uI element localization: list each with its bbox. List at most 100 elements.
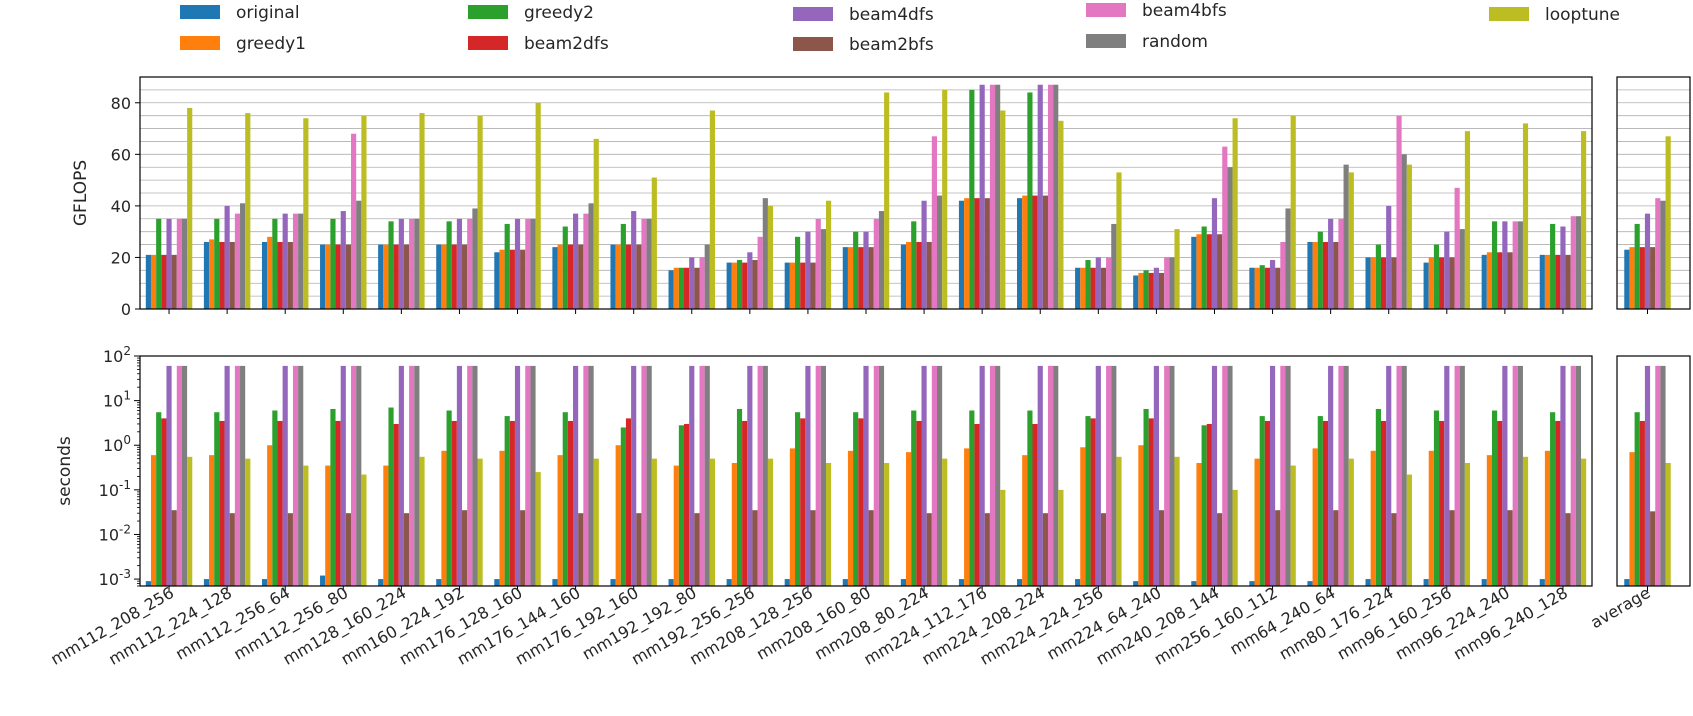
bar-gflops-beam2dfs-mm256-160-112 <box>1264 267 1270 309</box>
bar-gflops-beam2dfs-mm224-64-240 <box>1148 272 1154 309</box>
bar-seconds-beam2dfs-mm208-128-256 <box>800 418 806 586</box>
bar-gflops-random-mm240-208-144 <box>1227 167 1233 309</box>
bar-seconds-random-mm112-224-128 <box>240 365 246 586</box>
bar-gflops-beam2bfs-mm224-64-240 <box>1158 272 1165 309</box>
bar-seconds-beam2bfs-mm64-240-64 <box>1333 510 1339 586</box>
bar-seconds-beam2dfs-mm192-192-80 <box>684 423 690 586</box>
bar-seconds-greedy1-mm128-160-224 <box>383 465 389 586</box>
bar-gflops-looptune-mm112-256-64 <box>303 118 309 309</box>
bar-seconds-original-average <box>1624 579 1630 586</box>
legend-item-beam4dfs: beam4dfs <box>793 5 934 25</box>
bar-seconds-original-mm176-128-160 <box>494 579 500 586</box>
bar-gflops-random-mm112-256-80 <box>356 200 362 309</box>
bar-seconds-greedy2-mm112-208-256 <box>156 412 162 586</box>
bar-seconds-beam4dfs-mm176-192-160 <box>631 365 637 586</box>
bar-seconds-beam2dfs-mm224-112-176 <box>974 423 980 586</box>
bar-gflops-original-mm176-192-160 <box>610 244 616 309</box>
bar-seconds-greedy1-mm224-112-176 <box>964 448 970 586</box>
bar-seconds-random-mm176-144-160 <box>588 365 594 586</box>
bar-gflops-greedy1-mm224-112-176 <box>964 198 970 309</box>
y-tick-label: 101 <box>103 389 131 411</box>
bar-gflops-beam2bfs-mm112-208-256 <box>171 254 177 309</box>
y-axis-label-seconds: seconds <box>55 436 75 506</box>
bar-seconds-beam4bfs-mm208-160-80 <box>873 365 879 586</box>
bar-gflops-original-mm192-256-256 <box>726 262 732 309</box>
bar-seconds-beam4dfs-mm112-208-256 <box>166 365 172 586</box>
bar-seconds-looptune-mm256-160-112 <box>1290 465 1296 586</box>
bar-seconds-beam2bfs-mm208-80-224 <box>926 513 932 586</box>
bar-seconds-greedy2-mm160-224-192 <box>446 410 452 586</box>
bar-gflops-beam4bfs-mm112-208-256 <box>176 218 182 309</box>
bar-seconds-beam4bfs-mm96-224-240 <box>1512 365 1518 586</box>
bar-seconds-looptune-mm240-208-144 <box>1232 489 1238 586</box>
bar-gflops-greedy1-mm192-192-80 <box>673 267 679 309</box>
bar-seconds-beam2dfs-mm112-256-64 <box>277 420 283 586</box>
bar-seconds-beam2dfs-mm112-256-80 <box>335 420 341 586</box>
bar-seconds-beam2bfs-mm112-224-128 <box>229 513 235 586</box>
bar-seconds-beam2bfs-mm176-144-160 <box>578 513 584 586</box>
legend-swatch-beam2bfs <box>793 37 833 51</box>
bar-seconds-greedy1-mm96-224-240 <box>1486 455 1492 586</box>
bar-seconds-original-mm224-208-224 <box>1017 579 1023 586</box>
bar-gflops-beam4bfs-average <box>1655 198 1661 309</box>
bar-seconds-looptune-mm96-224-240 <box>1522 456 1529 586</box>
bar-gflops-beam2bfs-mm112-224-128 <box>229 241 235 309</box>
bar-gflops-greedy2-average <box>1634 223 1640 309</box>
bar-seconds-greedy2-mm208-80-224 <box>911 410 917 586</box>
bar-gflops-beam2dfs-mm208-80-224 <box>916 241 922 309</box>
bar-seconds-original-mm128-160-224 <box>378 579 384 586</box>
bar-seconds-greedy1-mm224-208-224 <box>1022 455 1028 586</box>
bar-gflops-beam4bfs-mm208-80-224 <box>931 136 937 309</box>
bar-seconds-looptune-average <box>1665 462 1671 586</box>
bar-seconds-beam2bfs-mm240-208-144 <box>1217 513 1223 586</box>
bar-gflops-greedy2-mm176-128-160 <box>504 223 510 309</box>
bar-gflops-beam4dfs-mm240-208-144 <box>1211 198 1218 309</box>
bar-gflops-greedy2-mm208-128-256 <box>795 236 801 309</box>
bar-seconds-looptune-mm80-176-224 <box>1406 474 1412 586</box>
bar-gflops-greedy1-mm96-240-128 <box>1544 254 1551 309</box>
bar-seconds-beam4bfs-mm224-64-240 <box>1164 365 1170 586</box>
y-tick-label: 10-3 <box>99 567 131 589</box>
bar-seconds-random-mm256-160-112 <box>1285 365 1291 586</box>
bar-seconds-beam2dfs-mm256-160-112 <box>1264 420 1270 586</box>
bar-seconds-beam2bfs-average <box>1650 511 1656 586</box>
bar-seconds-looptune-mm192-256-256 <box>767 458 774 586</box>
bar-seconds-greedy2-mm192-192-80 <box>678 425 685 586</box>
bar-seconds-beam4dfs-average <box>1644 365 1651 586</box>
bar-seconds-random-mm176-192-160 <box>646 365 652 586</box>
bar-gflops-greedy1-mm176-128-160 <box>499 249 505 309</box>
bar-gflops-beam2dfs-mm176-144-160 <box>567 244 574 309</box>
bar-gflops-original-mm128-160-224 <box>378 244 384 309</box>
bar-gflops-beam2bfs-mm192-256-256 <box>752 260 758 309</box>
bar-gflops-random-mm224-208-224 <box>1053 84 1059 309</box>
bar-seconds-random-mm112-256-80 <box>356 365 362 586</box>
bar-gflops-greedy1-mm224-64-240 <box>1138 272 1144 309</box>
bar-gflops-beam2bfs-mm240-208-144 <box>1217 234 1223 309</box>
bar-gflops-beam2bfs-mm224-208-224 <box>1042 195 1048 309</box>
bar-gflops-looptune-mm176-128-160 <box>535 102 541 310</box>
bar-seconds-original-mm96-224-240 <box>1481 579 1487 586</box>
bar-gflops-random-mm224-64-240 <box>1169 257 1175 309</box>
bar-seconds-random-mm192-192-80 <box>704 365 710 586</box>
bar-seconds-random-mm160-224-192 <box>472 365 478 586</box>
bar-gflops-beam2dfs-mm208-128-256 <box>800 262 806 309</box>
bar-seconds-random-average <box>1660 365 1666 586</box>
bar-gflops-beam2dfs-mm208-160-80 <box>858 247 864 309</box>
bar-gflops-beam4dfs-mm176-128-160 <box>514 218 521 309</box>
bar-seconds-beam2bfs-mm256-160-112 <box>1275 510 1281 586</box>
bar-seconds-looptune-mm224-208-224 <box>1058 489 1064 586</box>
bar-seconds-random-mm208-160-80 <box>878 365 885 586</box>
bar-seconds-greedy2-mm224-112-176 <box>969 410 975 586</box>
bar-seconds-random-mm96-240-128 <box>1575 365 1582 586</box>
legend-item-random: random <box>1086 32 1208 52</box>
bar-seconds-beam4dfs-mm224-208-224 <box>1037 365 1043 586</box>
bar-seconds-beam4bfs-mm192-192-80 <box>699 365 705 586</box>
legend-swatch-random <box>1086 34 1126 48</box>
bar-gflops-random-mm176-128-160 <box>530 218 536 309</box>
bar-seconds-beam2bfs-mm224-208-224 <box>1042 513 1048 586</box>
bar-seconds-beam2bfs-mm128-160-224 <box>403 513 410 586</box>
bar-gflops-original-mm208-128-256 <box>784 262 790 309</box>
bar-seconds-greedy1-mm176-192-160 <box>615 445 621 586</box>
bar-gflops-beam4bfs-mm208-160-80 <box>873 218 879 309</box>
legend-label-beam4bfs: beam4bfs <box>1142 1 1227 21</box>
